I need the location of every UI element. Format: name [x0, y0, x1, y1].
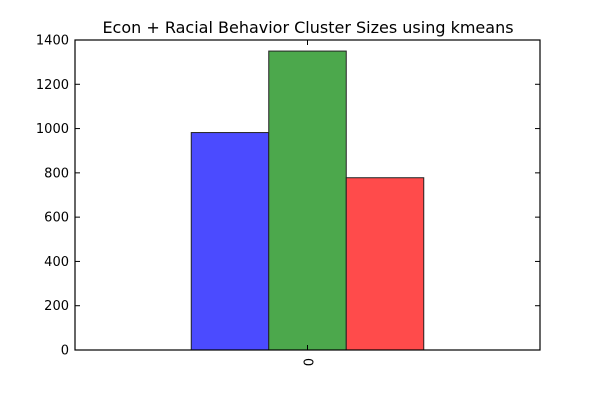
y-tick-label: 200 — [44, 299, 69, 314]
bar-group — [190, 50, 425, 351]
y-tick-label: 0 — [61, 344, 69, 359]
plot-frame — [74, 39, 541, 351]
y-tick-label: 600 — [44, 211, 69, 226]
bar-series-0 — [190, 132, 270, 351]
chart-title: Econ + Racial Behavior Cluster Sizes usi… — [102, 18, 513, 37]
y-tick-label: 1200 — [36, 78, 69, 93]
x-axis: 0 — [300, 40, 315, 366]
y-tick-label: 800 — [44, 166, 69, 181]
y-tick-label: 400 — [44, 255, 69, 270]
bar-series-1 — [268, 50, 347, 351]
y-tick-label: 1400 — [36, 34, 69, 49]
y-axis: 0 200 400 600 800 1000 1200 1400 — [36, 34, 540, 359]
y-tick-label: 1000 — [36, 122, 69, 137]
bar-series-2 — [345, 177, 425, 351]
x-tick-label: 0 — [300, 358, 315, 366]
